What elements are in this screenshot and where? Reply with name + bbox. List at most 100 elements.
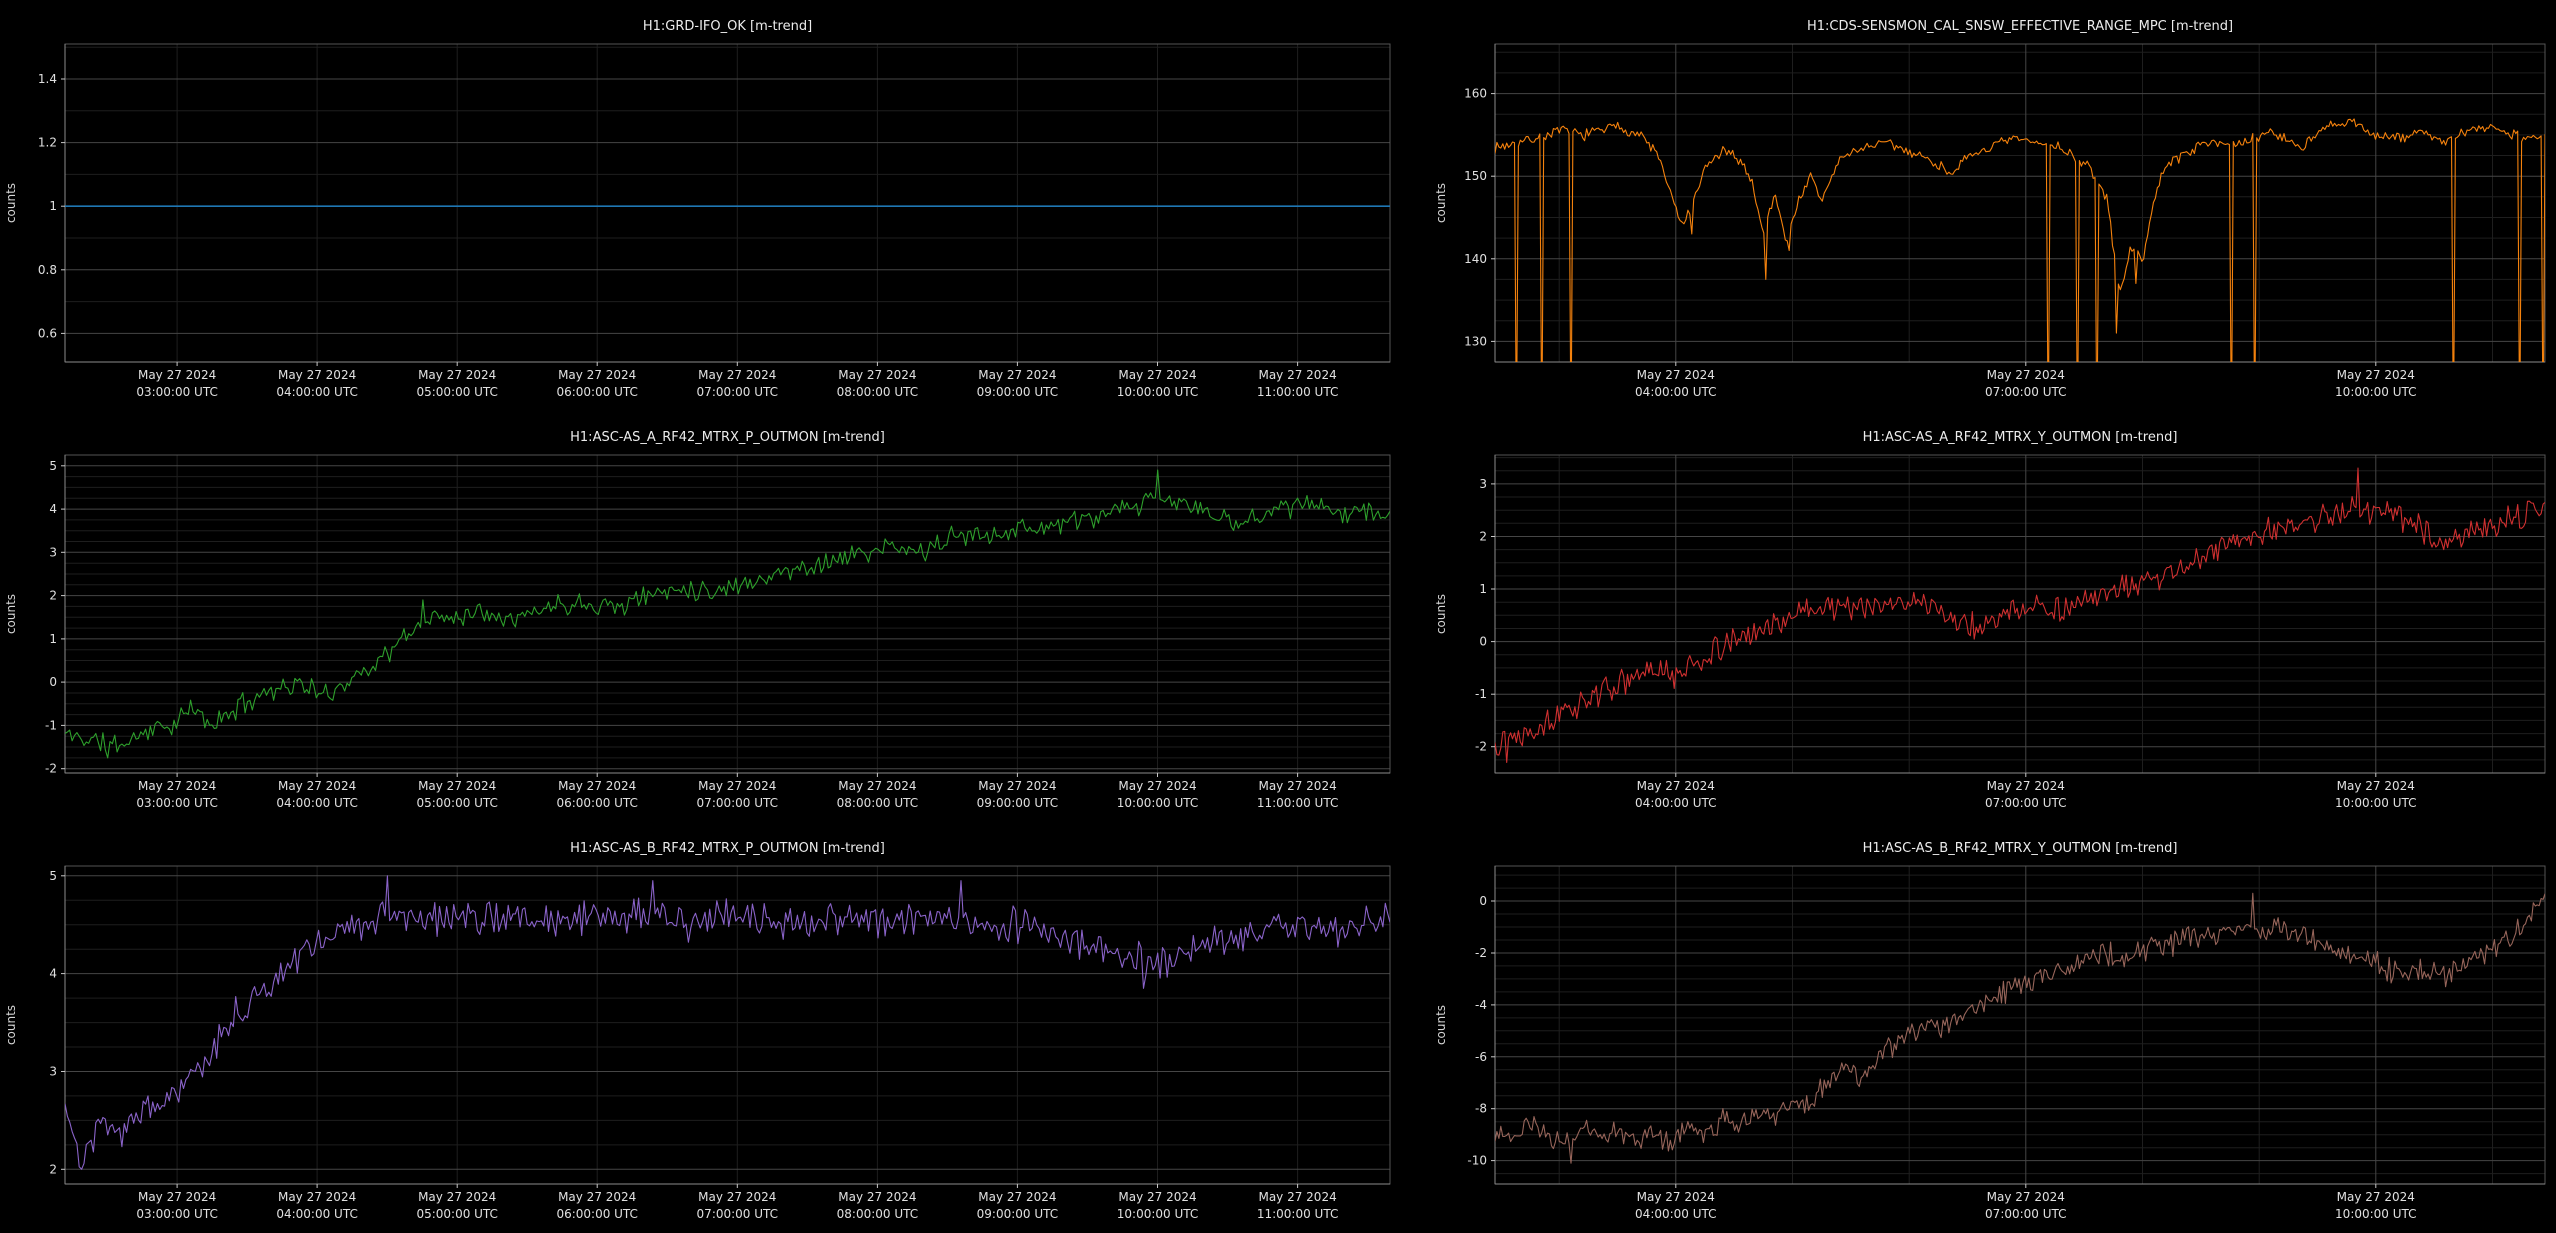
x-tick-date: May 27 2024 [558,1190,636,1204]
x-tick-time: 04:00:00 UTC [276,796,358,807]
x-tick-time: 10:00:00 UTC [2335,385,2417,396]
gridlines [65,454,1390,773]
y-axis-label: counts [1434,183,1448,223]
y-tick-label: 150 [1464,169,1487,183]
y-tick-label: 1.2 [38,136,57,150]
axis-ticks-and-labels: 130 140 150 160 May 27 2024 04:00:00 UTC May 2… [1464,87,2416,396]
x-tick-date: May 27 2024 [978,1190,1056,1204]
x-tick-time: 03:00:00 UTC [136,1207,218,1218]
plot-frame [1494,43,2546,363]
x-tick-time: 04:00:00 UTC [276,385,358,396]
y-tick-label: 2 [49,589,57,603]
x-tick-date: May 27 2024 [978,779,1056,793]
x-tick-time: 11:00:00 UTC [1257,796,1339,807]
chart-cell-asc-as-a-rf42-y: -2 -1 0 1 2 3 May 27 2024 04:00:00 UTC May 27 20… [1400,411,2556,807]
y-tick-label: 2 [1479,530,1487,544]
x-tick-time: 07:00:00 UTC [1985,1207,2067,1218]
y-axis-label: counts [4,183,18,223]
x-tick-time: 03:00:00 UTC [136,796,218,807]
x-tick-date: May 27 2024 [278,779,356,793]
series-line-asc-as-b-rf42-y [1495,892,2545,1164]
x-tick-date: May 27 2024 [278,368,356,382]
y-tick-label: 140 [1464,252,1487,266]
y-tick-label: 1 [1479,582,1487,596]
y-tick-label: 5 [49,459,57,473]
y-tick-label: -2 [1475,946,1487,960]
x-tick-time: 08:00:00 UTC [837,385,919,396]
chart-cell-asc-as-a-rf42-p: -2 -1 0 1 2 3 4 5 May 27 2024 03:00:00 UTC May 27 … [0,411,1400,807]
x-tick-time: 11:00:00 UTC [1257,385,1339,396]
axis-ticks-and-labels: -2 -1 0 1 2 3 May 27 2024 04:00:00 UTC May 27 20… [1475,477,2417,807]
y-axis-label: counts [4,1005,18,1045]
x-tick-date: May 27 2024 [138,779,216,793]
x-tick-date: May 27 2024 [418,779,496,793]
x-tick-date: May 27 2024 [1637,779,1715,793]
y-tick-label: 1 [49,199,57,213]
y-tick-label: -2 [45,762,57,776]
x-tick-time: 07:00:00 UTC [1985,385,2067,396]
x-tick-date: May 27 2024 [2337,1190,2415,1204]
gridlines [1495,866,2545,1184]
plot-frame [64,43,1391,363]
chart-canvas-asc-as-b-rf42-y: -10 -8 -6 -4 -2 0 May 27 2024 04:00:00 UTC May 2… [1434,841,2546,1218]
x-tick-date: May 27 2024 [138,368,216,382]
x-tick-date: May 27 2024 [278,1190,356,1204]
chart-title: H1:ASC-AS_B_RF42_MTRX_P_OUTMON [m-trend] [570,841,885,856]
y-tick-label: 5 [49,869,57,883]
y-axis-label: counts [4,594,18,634]
axis-ticks-and-labels: -10 -8 -6 -4 -2 0 May 27 2024 04:00:00 UTC May 2… [1467,894,2416,1218]
x-tick-time: 10:00:00 UTC [1117,1207,1199,1218]
y-tick-label: 4 [49,967,57,981]
x-tick-time: 10:00:00 UTC [1117,796,1199,807]
x-tick-date: May 27 2024 [1118,368,1196,382]
x-tick-date: May 27 2024 [2337,779,2415,793]
x-tick-time: 09:00:00 UTC [977,796,1059,807]
chart-cell-sensmon-effective-range: 130 140 150 160 May 27 2024 04:00:00 UTC May 2… [1400,0,2556,396]
x-tick-date: May 27 2024 [1258,1190,1336,1204]
x-tick-date: May 27 2024 [558,368,636,382]
x-tick-time: 09:00:00 UTC [977,1207,1059,1218]
y-tick-label: 1 [49,632,57,646]
x-tick-time: 10:00:00 UTC [2335,796,2417,807]
gridlines [65,866,1390,1184]
chart-title: H1:GRD-IFO_OK [m-trend] [643,19,812,34]
y-tick-label: 4 [49,502,57,516]
x-tick-time: 03:00:00 UTC [136,385,218,396]
y-tick-label: 0 [1479,635,1487,649]
y-tick-label: -2 [1475,740,1487,754]
y-tick-label: 0.6 [38,326,57,340]
x-tick-date: May 27 2024 [1118,1190,1196,1204]
y-tick-label: -6 [1475,1050,1487,1064]
x-tick-time: 06:00:00 UTC [556,796,638,807]
x-tick-date: May 27 2024 [1118,779,1196,793]
y-tick-label: 130 [1464,334,1487,348]
y-tick-label: -1 [45,718,57,732]
x-tick-time: 07:00:00 UTC [697,385,779,396]
y-tick-label: 0 [49,675,57,689]
x-tick-date: May 27 2024 [1258,779,1336,793]
chart-canvas-asc-as-b-rf42-p: 2 3 4 5 May 27 2024 03:00:00 UTC May 27 2024 04… [4,841,1391,1218]
x-tick-time: 09:00:00 UTC [977,385,1059,396]
x-tick-date: May 27 2024 [1987,1190,2065,1204]
x-tick-date: May 27 2024 [418,368,496,382]
x-tick-date: May 27 2024 [698,779,776,793]
chart-title: H1:ASC-AS_B_RF42_MTRX_Y_OUTMON [m-trend] [1863,841,2178,856]
y-tick-label: -1 [1475,687,1487,701]
y-tick-label: 3 [49,545,57,559]
x-tick-time: 06:00:00 UTC [556,385,638,396]
axis-ticks-and-labels: 0.6 0.8 1 1.2 1.4 May 27 2024 03:00:00 UTC May … [38,72,1338,396]
x-tick-time: 06:00:00 UTC [556,1207,638,1218]
x-tick-date: May 27 2024 [838,1190,916,1204]
x-tick-time: 05:00:00 UTC [416,1207,498,1218]
x-tick-date: May 27 2024 [838,779,916,793]
chart-title: H1:CDS-SENSMON_CAL_SNSW_EFFECTIVE_RANGE_… [1807,19,2233,34]
x-tick-date: May 27 2024 [838,368,916,382]
y-tick-label: -4 [1475,998,1487,1012]
series-line-sensmon-effective-range [1495,118,2545,362]
x-tick-date: May 27 2024 [1637,368,1715,382]
series-line-asc-as-a-rf42-y [1495,467,2545,764]
axis-ticks-and-labels: 2 3 4 5 May 27 2024 03:00:00 UTC May 27 2024 04… [49,869,1338,1218]
x-tick-time: 04:00:00 UTC [276,1207,358,1218]
x-tick-date: May 27 2024 [138,1190,216,1204]
